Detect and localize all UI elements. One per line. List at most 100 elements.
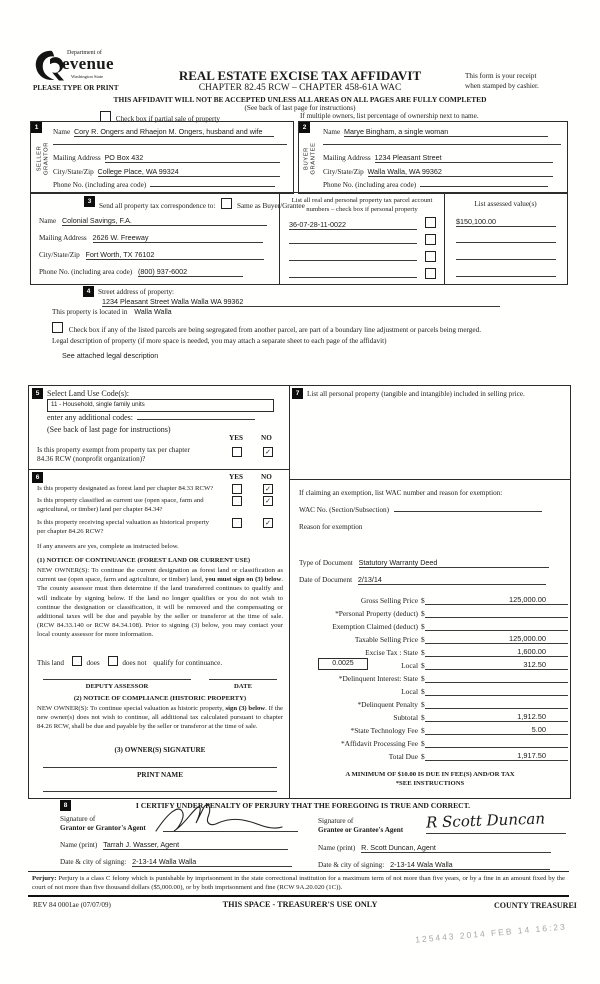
continuance-title: (1) NOTICE OF CONTINUANCE (FOREST LAND O… [37,557,251,564]
tech-fee-dollar: $ [421,726,425,735]
grantor-signature-scribble[interactable] [148,803,288,835]
same-as-buyer-checkbox[interactable] [221,198,233,209]
corr-csz-row: City/State/Zip Fort Worth, TX 76102 [39,250,264,260]
grantee-signature-line[interactable] [426,833,566,834]
excise-local-value: 312.50 [523,660,546,669]
main-column-divider [289,386,290,798]
treasurer-received-stamp: 125443 2014 FEB 14 16:23 [414,921,568,945]
excise-state-field[interactable]: 1,600.00 [424,647,568,657]
exempt-yes-checkbox[interactable] [232,447,242,457]
taxable-field[interactable]: 125,000.00 [424,634,568,644]
excise-state-dollar: $ [421,648,425,657]
deputy-assessor-signature-line[interactable] [43,679,191,680]
grantee-name-print-field[interactable]: R. Scott Duncan, Agent [361,843,552,853]
buyer-csz-field[interactable]: Walla Walla, WA 99362 [367,167,553,177]
main-lower-box: 5 Select Land Use Code(s): 11 - Househol… [28,385,571,799]
does-not-checkbox[interactable] [107,656,118,666]
delinq-int-local-field[interactable] [424,686,568,696]
assessed-4-field[interactable] [456,276,556,277]
parcel-1-field[interactable]: 36-07-28-11-0022 [289,220,417,230]
wac-number-field[interactable] [393,511,542,512]
assessed-1-field[interactable]: $150,100.00 [456,217,556,227]
buyer-name-field[interactable]: Marye Bingham, a single woman [343,127,548,137]
subtotal-field[interactable]: 1,912.50 [424,712,568,722]
date-of-document-field[interactable]: 2/13/14 [357,575,546,585]
buyer-phone-row: Phone No. (including area code) [323,181,561,190]
tech-fee-field[interactable]: 5.00 [424,725,568,735]
personal-deduct-field[interactable] [424,608,568,618]
owners-signature-line[interactable] [43,767,277,768]
historical-no-checkbox[interactable]: ✓ [263,518,273,528]
grantee-signature-script[interactable]: R Scott Duncan [425,809,546,832]
delinq-penalty-field[interactable] [424,699,568,709]
section3-number: 3 [84,196,95,207]
corr-name-field[interactable]: Colonial Savings, F.A. [61,216,267,226]
corr-csz-field[interactable]: Fort Worth, TX 76102 [85,250,264,260]
form-title: REAL ESTATE EXCISE TAX AFFIDAVIT [178,68,422,83]
exempt-no-checkbox[interactable]: ✓ [263,447,273,457]
buyer-name-extra-line[interactable] [323,144,561,145]
additional-codes-field[interactable] [136,419,255,420]
parcel-4-field[interactable] [289,277,417,278]
located-in-field[interactable]: Walla Walla [134,307,172,316]
parcel-3-personal-checkbox[interactable] [424,251,436,262]
deputy-date-line[interactable] [209,679,277,680]
parcel-2-personal-checkbox[interactable] [424,234,436,245]
parcel-1-personal-checkbox[interactable] [424,217,436,228]
delinq-int-state-field[interactable] [424,673,568,683]
type-of-document-row: Type of Document Statutory Warranty Deed [299,558,549,568]
current-use-no-checkbox[interactable]: ✓ [263,496,273,506]
compliance-body-post: . If the new owner(s) does not wish to c… [37,705,283,731]
seller-name-extra-line[interactable] [53,144,287,145]
grantor-name-print-field[interactable]: Tarrah J. Wasser, Agent [103,840,289,850]
current-use-question-line2: agricultural, or timber) land per chapte… [37,506,163,514]
additional-codes-row: enter any additional codes: [47,413,255,423]
assessed-2-field[interactable] [456,242,556,243]
type-of-document-field[interactable]: Statutory Warranty Deed [358,558,549,568]
delinq-penalty-label: *Delinquent Penalty [357,700,418,709]
delinq-penalty-dollar: $ [421,700,425,709]
excise-local-field[interactable]: 312.50 [424,660,568,670]
seller-mailing-field[interactable]: PO Box 432 [104,153,280,163]
grantor-date-city-label: Date & city of signing: [60,858,127,866]
taxable-dollar: $ [421,635,425,644]
personal-deduct-label: *Personal Property (deduct) [335,609,418,618]
grantee-name-print-label: Name (print) [318,844,356,852]
buyer-side-label-1: BUYER [303,147,310,170]
street-address-field[interactable]: 1234 Pleasant Street Walla Walla WA 9936… [102,297,500,307]
grantor-sig-label-1: Signature of [60,815,96,823]
corr-mailing-field[interactable]: 2626 W. Freeway [92,233,263,243]
assessed-3-field[interactable] [456,259,556,260]
historical-yes-checkbox[interactable] [232,518,242,528]
local-rate-box[interactable]: 0.0025 [318,658,368,670]
section5-see-back: (See back of last page for instructions) [47,425,171,434]
grantor-date-city-field[interactable]: 2-13-14 Walla Walla [132,857,293,867]
forest-no-checkbox[interactable]: ✓ [263,484,273,494]
buyer-phone-field[interactable] [420,186,549,187]
parcel-3-field[interactable] [289,260,417,261]
tech-fee-value: 5.00 [531,725,546,734]
total-due-field[interactable]: 1,917.50 [424,751,568,761]
seller-name-field[interactable]: Cory R. Ongers and Rhaejon M. Ongers, hu… [73,127,274,137]
segregated-checkbox[interactable] [52,322,63,333]
current-use-yes-checkbox[interactable] [232,496,242,506]
grantee-date-city-field[interactable]: 2-13-14 Wala Walla [390,860,551,870]
corr-phone-field[interactable]: (800) 937-6002 [138,267,244,277]
does-checkbox[interactable] [71,656,82,666]
print-name-line[interactable] [43,791,277,792]
parcel-2-field[interactable] [289,243,417,244]
legal-description-value[interactable]: See attached legal description [62,351,159,360]
seller-phone-field[interactable] [150,186,276,187]
grantor-signature-line[interactable] [163,831,298,832]
gross-field[interactable]: 125,000.00 [424,595,568,605]
processing-fee-field[interactable] [424,738,568,748]
parcel-4-personal-checkbox[interactable] [424,268,436,279]
buyer-mailing-field[interactable]: 1234 Pleasant Street [374,153,553,163]
buyer-phone-label: Phone No. (including area code) [323,181,417,189]
logo-state-text: Washington State [71,74,104,79]
seller-csz-field[interactable]: College Place, WA 99324 [97,167,280,177]
land-use-code-select[interactable]: 11 - Household, single family units [47,399,274,412]
forest-yes-checkbox[interactable] [232,484,242,494]
exemption-deduct-field[interactable] [424,621,568,631]
